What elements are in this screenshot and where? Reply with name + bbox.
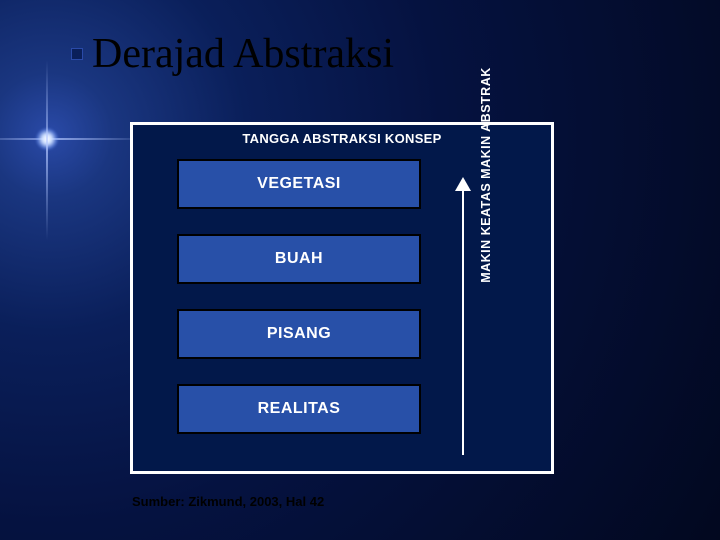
title-bullet-icon bbox=[71, 48, 83, 60]
arrow-head-icon bbox=[455, 177, 471, 191]
ladder-box: PISANG bbox=[177, 309, 421, 359]
slide-title: Derajad Abstraksi bbox=[92, 30, 394, 78]
arrow-shaft bbox=[462, 185, 464, 455]
abstraction-arrow: MAKIN KEATAS MAKIN ABSTRAK bbox=[451, 175, 541, 457]
lens-flare-decoration bbox=[8, 100, 128, 220]
ladder-box: REALITAS bbox=[177, 384, 421, 434]
ladder-boxes: VEGETASI BUAH PISANG REALITAS bbox=[177, 159, 421, 459]
ladder-box: VEGETASI bbox=[177, 159, 421, 209]
source-citation: Sumber: Zikmund, 2003, Hal 42 bbox=[132, 494, 324, 509]
abstraction-ladder-panel: TANGGA ABSTRAKSI KONSEP VEGETASI BUAH PI… bbox=[130, 122, 554, 474]
ladder-box: BUAH bbox=[177, 234, 421, 284]
arrow-label: MAKIN KEATAS MAKIN ABSTRAK bbox=[479, 35, 493, 315]
